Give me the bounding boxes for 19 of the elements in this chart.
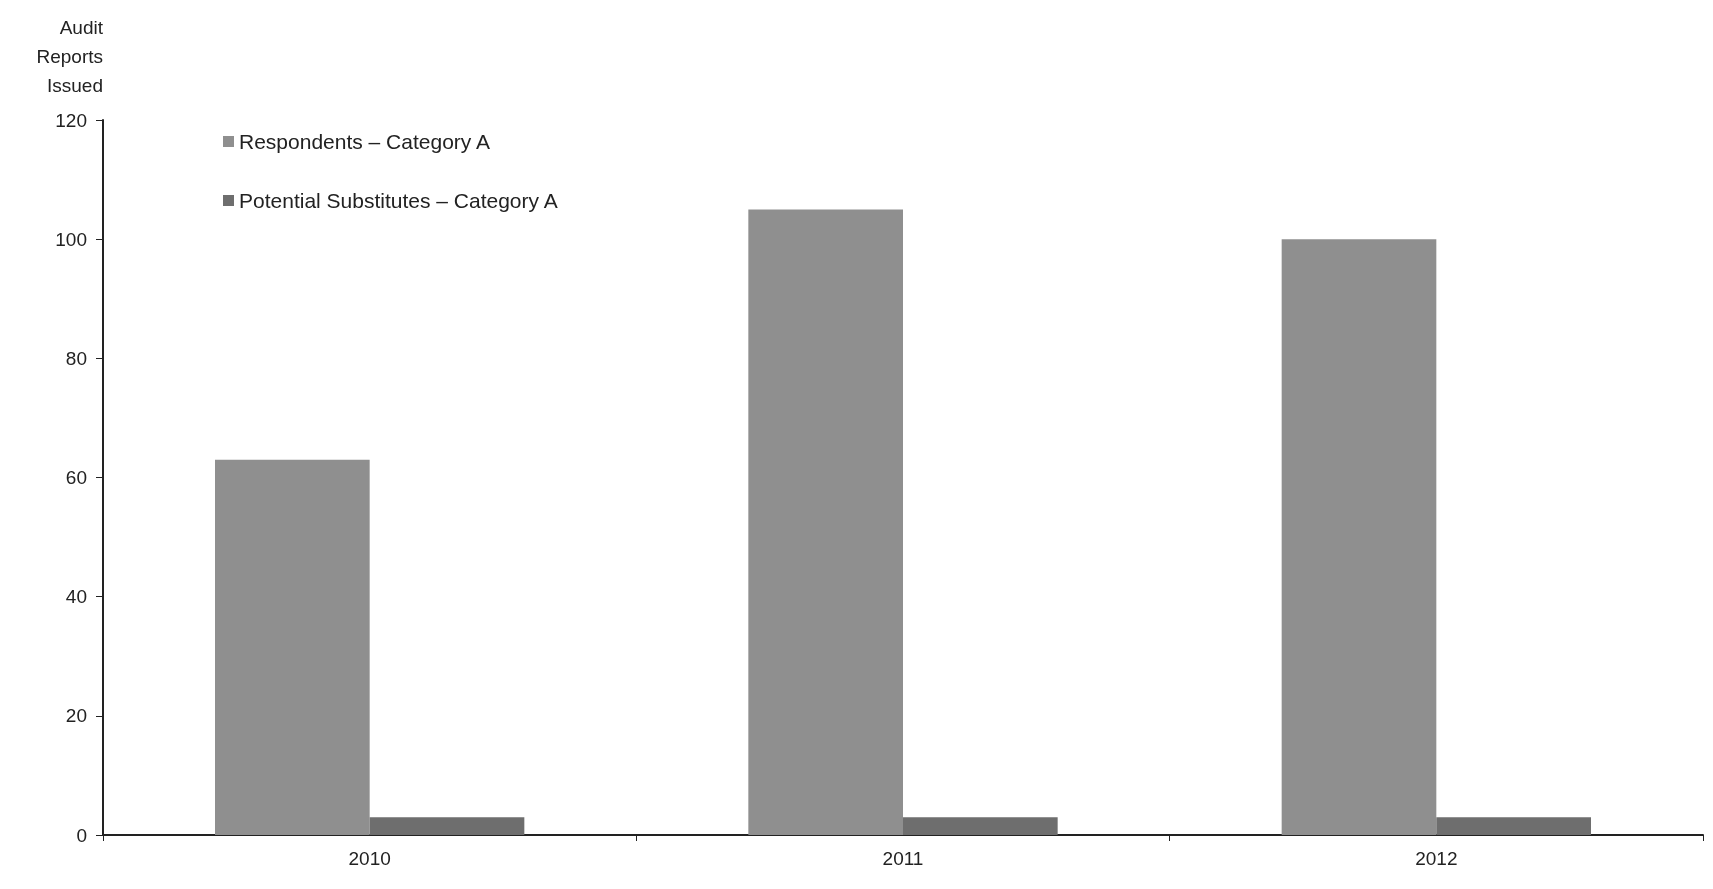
bar [903, 817, 1058, 835]
y-tick-label: 60 [65, 467, 87, 488]
bar [1281, 239, 1437, 835]
y-tick-label: 0 [76, 824, 87, 846]
bar [215, 459, 370, 835]
y-axis-title: Audit Reports Issued [36, 17, 104, 96]
bar [1436, 817, 1591, 835]
bar [369, 817, 525, 835]
y-tick-label: 80 [65, 347, 87, 369]
y-tick-label: 40 [65, 586, 87, 608]
x-tick-label: 2011 [882, 848, 924, 869]
y-tick-label: 20 [65, 705, 87, 727]
legend-label: Potential Substitutes – Category A [239, 189, 558, 212]
y-tick-label: 120 [55, 109, 87, 131]
y-tick-label: 100 [55, 228, 87, 250]
x-tick-label: 2012 [1415, 848, 1458, 869]
x-tick-label: 2010 [348, 848, 391, 869]
bar [748, 209, 903, 835]
legend-label: Respondents – Category A [239, 130, 490, 153]
